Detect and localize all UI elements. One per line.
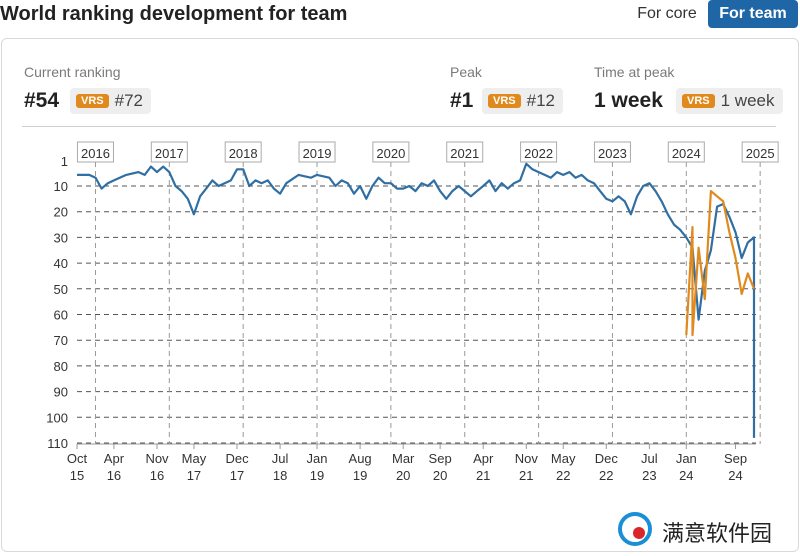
x-tick-year: 24 <box>679 468 693 483</box>
x-tick-month: Apr <box>104 451 125 466</box>
x-tick-year: 22 <box>556 468 570 483</box>
x-tick-year: 19 <box>353 468 367 483</box>
x-tick-year: 18 <box>273 468 287 483</box>
x-axis-ticks: Oct 15 Apr 16 Nov 16 May 17 Dec 17 Jul 18 Jan 19 Aug 19… <box>67 443 756 483</box>
year-label-box <box>224 141 262 163</box>
x-tick-year: 20 <box>396 468 410 483</box>
x-tick-month: Aug <box>349 451 372 466</box>
time-at-peak-vrs-chip: VRS 1 week <box>676 88 783 114</box>
tab-for-core[interactable]: For core <box>637 5 697 22</box>
y-tick-label: 10 <box>54 179 68 194</box>
vrs-badge: VRS <box>76 94 109 108</box>
y-tick-label: 30 <box>54 230 68 245</box>
y-tick-label: 90 <box>54 385 68 400</box>
peak-value: #1 <box>450 89 474 112</box>
year-label: 2021 <box>450 146 479 161</box>
x-tick-month: Dec <box>225 451 249 466</box>
year-label-box <box>150 141 188 163</box>
x-tick-year: 21 <box>519 468 533 483</box>
x-tick-month: Sep <box>724 451 747 466</box>
year-markers: 2016 2017 2018 2019 2020 2021 2022 2023 2024 2025 <box>76 141 779 444</box>
x-tick-month: Dec <box>595 451 619 466</box>
peak-vrs-chip: VRS #12 <box>482 88 563 114</box>
x-tick-year: 15 <box>70 468 84 483</box>
x-tick-year: 17 <box>187 468 201 483</box>
x-tick-year: 21 <box>476 468 490 483</box>
current-vrs-chip: VRS #72 <box>70 88 151 114</box>
vrs-badge: VRS <box>682 94 715 108</box>
chart-series <box>77 162 756 438</box>
year-label-box <box>741 141 779 163</box>
ranking-card: Current ranking #54 VRS #72 Peak #1 VRS … <box>1 38 799 552</box>
x-tick-month: Jan <box>676 451 697 466</box>
y-tick-label: 80 <box>54 359 68 374</box>
y-tick-label: 40 <box>54 256 68 271</box>
x-tick-month: May <box>551 451 576 466</box>
time-at-peak-label: Time at peak <box>594 64 675 80</box>
year-label: 2022 <box>524 146 553 161</box>
current-ranking-value: #54 <box>24 89 60 112</box>
x-tick-year: 24 <box>728 468 742 483</box>
year-label: 2017 <box>155 146 184 161</box>
x-tick-month: Apr <box>473 451 494 466</box>
year-label: 2025 <box>746 146 775 161</box>
y-tick-label: 20 <box>54 205 68 220</box>
x-tick-year: 17 <box>230 468 244 483</box>
year-label: 2024 <box>672 146 701 161</box>
x-tick-month: Sep <box>429 451 452 466</box>
x-tick-year: 16 <box>107 468 121 483</box>
stats-divider <box>22 126 776 127</box>
x-tick-month: Mar <box>392 451 415 466</box>
y-tick-label: 60 <box>54 308 68 323</box>
watermark-text: 满意软件园 <box>662 522 773 547</box>
x-tick-year: 22 <box>599 468 613 483</box>
x-tick-month: Jul <box>272 451 289 466</box>
year-label: 2019 <box>303 146 332 161</box>
year-label-box <box>298 141 336 163</box>
time-at-peak-value: 1 week <box>594 89 663 112</box>
x-tick-month: Jul <box>641 451 658 466</box>
chart-grid <box>77 185 756 444</box>
watermark: 满意软件园 <box>618 512 798 552</box>
series-line-vrs <box>685 190 756 337</box>
x-tick-month: Nov <box>515 451 539 466</box>
year-label-box <box>667 141 705 163</box>
y-tick-label: 110 <box>47 436 68 451</box>
x-tick-year: 16 <box>150 468 164 483</box>
x-tick-year: 20 <box>433 468 447 483</box>
year-label: 2016 <box>81 146 110 161</box>
peak-label: Peak <box>450 64 482 80</box>
y-tick-label: 100 <box>46 410 68 425</box>
current-ranking-label: Current ranking <box>24 64 121 80</box>
vrs-badge: VRS <box>488 94 521 108</box>
year-label-box <box>593 141 631 163</box>
peak-vrs-value: #12 <box>526 91 555 110</box>
year-label-box <box>76 141 114 163</box>
y-tick-label: 50 <box>54 282 68 297</box>
year-label: 2023 <box>598 146 627 161</box>
year-label-box <box>446 141 484 163</box>
year-label: 2018 <box>229 146 258 161</box>
y-tick-label: 70 <box>54 333 68 348</box>
year-label-box <box>520 141 558 163</box>
tab-for-team[interactable]: For team <box>708 0 798 28</box>
x-tick-year: 23 <box>642 468 656 483</box>
x-tick-month: Oct <box>67 451 88 466</box>
x-tick-month: Nov <box>145 451 169 466</box>
year-label-box <box>372 141 410 163</box>
page-title: World ranking development for team <box>0 3 348 25</box>
x-tick-month: Jan <box>307 451 328 466</box>
year-label: 2020 <box>376 146 405 161</box>
time-at-peak-vrs-value: 1 week <box>720 91 775 110</box>
y-tick-label: 1 <box>61 154 68 169</box>
series-line-team <box>77 162 756 438</box>
x-tick-month: May <box>182 451 207 466</box>
x-tick-year: 19 <box>310 468 324 483</box>
current-vrs-value: #72 <box>114 91 143 110</box>
watermark-logo-icon <box>618 512 652 546</box>
